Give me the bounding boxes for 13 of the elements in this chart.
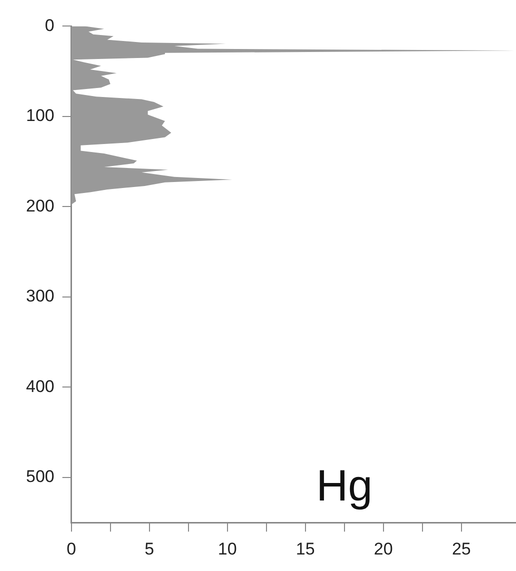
x-tick-label: 0 — [66, 539, 76, 558]
text: Hg — [316, 462, 373, 511]
x-tick-label: 25 — [452, 539, 471, 558]
y-tick-label: 100 — [26, 106, 54, 126]
y-tick-label: 400 — [26, 376, 54, 396]
x-tick-label: 20 — [374, 539, 393, 558]
y-tick-label: 0 — [44, 16, 54, 35]
y-tick-label: 300 — [26, 286, 54, 306]
y-tick-label: 500 — [26, 467, 54, 486]
x-tick-label: 10 — [218, 539, 237, 558]
x-tick-label: 5 — [144, 539, 154, 558]
y-tick-label: 200 — [26, 196, 54, 216]
x-tick-label: 15 — [296, 539, 315, 558]
